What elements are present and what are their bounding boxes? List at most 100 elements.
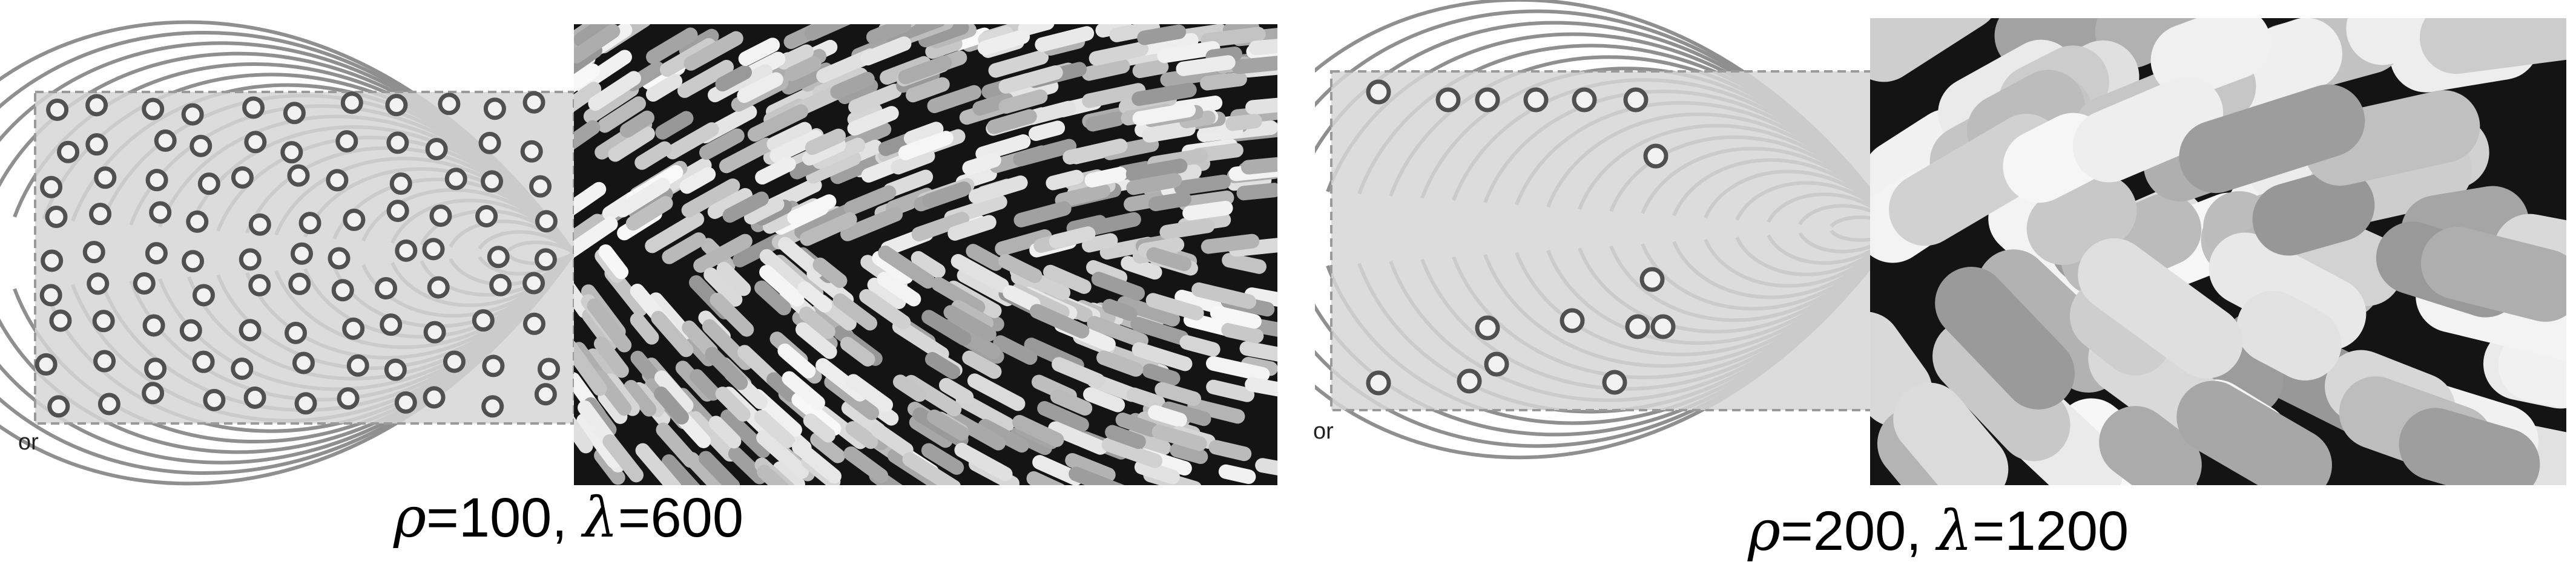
texture-streak (2420, 227, 2566, 322)
sample-marker (340, 91, 363, 114)
sample-marker (444, 168, 467, 191)
texture-streak (1052, 357, 1105, 388)
texture-streak (830, 71, 875, 99)
texture-streak (755, 157, 796, 185)
texture-streak (1935, 267, 2075, 410)
sample-marker (189, 134, 212, 157)
texture-streak (576, 413, 621, 469)
texture-image (1870, 18, 2566, 485)
texture-streak (947, 215, 996, 241)
texture-streak (1155, 382, 1202, 407)
sample-marker (244, 131, 267, 154)
texture-streak (705, 347, 748, 390)
sample-marker (89, 203, 112, 226)
texture-streak (1132, 82, 1197, 106)
texture-streak (1239, 341, 1277, 364)
sample-marker (47, 395, 70, 418)
texture-streak (776, 44, 814, 70)
sample-marker (534, 248, 557, 271)
sample-marker (85, 133, 108, 156)
sample-marker (283, 102, 306, 125)
sample-marker (92, 310, 115, 333)
texture-streak (1089, 41, 1149, 66)
texture-streak (998, 253, 1043, 283)
caption: ρ=200, λ=1200 (1748, 503, 2129, 560)
texture-streak (645, 212, 705, 253)
texture-streak (1013, 139, 1077, 167)
sample-marker (489, 273, 512, 296)
sample-marker (335, 130, 358, 153)
rho-symbol: ρ (1748, 498, 1781, 563)
texture-streak (1179, 335, 1220, 357)
texture-streak (1085, 111, 1125, 132)
texture-streak (797, 281, 832, 313)
sample-marker (154, 129, 177, 152)
texture-streak (656, 422, 698, 468)
sample-marker (1484, 351, 1509, 377)
texture-streak (909, 415, 953, 448)
texture-streak (927, 85, 982, 113)
sample-marker (328, 247, 351, 270)
texture-streak (1174, 174, 1231, 195)
texture-streak (1096, 350, 1144, 377)
sample-marker (294, 392, 317, 415)
texture-streak (1200, 71, 1247, 91)
sample-marker (192, 284, 215, 307)
sample-marker (1650, 314, 1676, 339)
texture-streak (1055, 183, 1111, 208)
texture-streak (927, 409, 969, 441)
texture-streak (1205, 356, 1270, 382)
texture-streak (1248, 37, 1277, 56)
panel-rho-100: or ρ=100, λ=600 (0, 20, 1277, 546)
texture-streak (2236, 290, 2342, 380)
texture-streak (1091, 272, 1145, 301)
texture-streak (733, 234, 785, 267)
sample-marker (145, 169, 168, 192)
texture-streak (722, 191, 769, 223)
texture-streak (759, 249, 809, 295)
texture-streak (966, 244, 1003, 271)
texture-streak (962, 152, 1001, 175)
sample-marker (427, 276, 450, 299)
texture-streak (1159, 218, 1215, 240)
texture-streak (1210, 305, 1262, 329)
texture-streak (1244, 287, 1277, 310)
lambda-symbol: λ (1937, 498, 1972, 563)
texture-streak (2252, 169, 2375, 256)
texture-streak (720, 409, 771, 459)
sample-marker (1623, 87, 1649, 113)
sample-marker (239, 248, 262, 271)
texture-streak (766, 122, 812, 152)
texture-streak (699, 128, 745, 160)
texture-streak (574, 63, 601, 100)
texture-streak (902, 452, 961, 485)
texture-streak (968, 175, 1028, 204)
texture-streak (574, 120, 601, 159)
sample-marker (149, 201, 172, 224)
texture-streak (684, 31, 743, 71)
texture-streak (615, 177, 671, 218)
texture-streak (967, 373, 1026, 411)
sample-marker (1602, 370, 1627, 395)
sample-marker (337, 387, 360, 410)
sample-marker (82, 241, 105, 264)
texture-streak (871, 423, 914, 457)
texture-streak (681, 178, 740, 218)
texture-streak (977, 29, 1030, 56)
texture-streak (630, 312, 659, 345)
texture-streak (708, 416, 742, 449)
sample-marker (239, 319, 262, 342)
sample-marker (386, 200, 409, 223)
sample-marker (85, 94, 108, 117)
texture-streak (848, 83, 902, 114)
sample-marker (422, 238, 445, 261)
texture-streak (645, 74, 683, 102)
sample-marker (1475, 87, 1500, 113)
texture-streak (1115, 413, 1159, 437)
sample-marker (529, 175, 552, 198)
sample-marker (248, 273, 271, 296)
sample-marker (40, 175, 63, 198)
texture-streak (998, 65, 1063, 94)
texture-streak (625, 195, 673, 231)
